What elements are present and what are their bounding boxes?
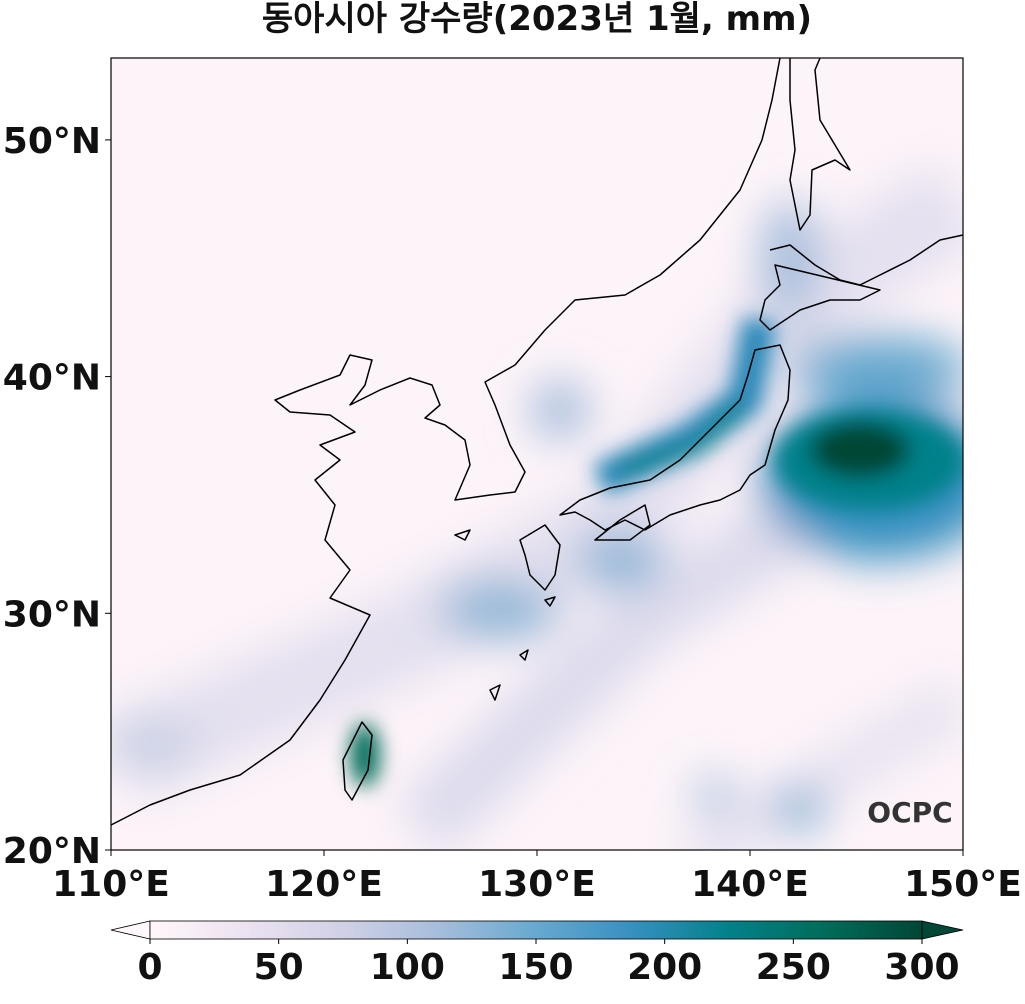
y-tick-label: 40°N [3, 358, 101, 399]
logo: OCPC [867, 796, 952, 829]
x-tick-label: 150°E [904, 864, 1022, 905]
axes: 110°E 120°E 130°E 140°E 150°E 20°N 30°N 40°N 50°… [3, 121, 1022, 905]
colorbar-tick-label: 150 [498, 947, 573, 988]
colorbar-tick-label: 200 [627, 947, 702, 988]
colorbar-tick-label: 50 [254, 947, 304, 988]
y-tick-label: 30°N [3, 594, 101, 635]
x-tick-label: 140°E [691, 864, 809, 905]
y-tick-label: 20°N [3, 831, 101, 872]
x-tick-label: 110°E [52, 864, 170, 905]
y-tick-label: 50°N [3, 121, 101, 162]
precip-field [111, 58, 963, 850]
colorbar-tick-label: 100 [370, 947, 445, 988]
colorbar-extend-high [921, 920, 964, 940]
colorbar-extend-low [110, 920, 151, 940]
colorbar-tick-label: 0 [137, 947, 162, 988]
x-tick-label: 120°E [265, 864, 383, 905]
colorbar-body [149, 920, 923, 940]
colorbar: 0 50 100 150 200 250 300 [110, 920, 964, 988]
x-tick-label: 130°E [478, 864, 596, 905]
colorbar-tick-label: 250 [756, 947, 831, 988]
map-title: 동아시아 강수량(2023년 1월, mm) [262, 0, 812, 39]
coastlines [110, 57, 964, 826]
colorbar-tick-label: 300 [884, 947, 959, 988]
